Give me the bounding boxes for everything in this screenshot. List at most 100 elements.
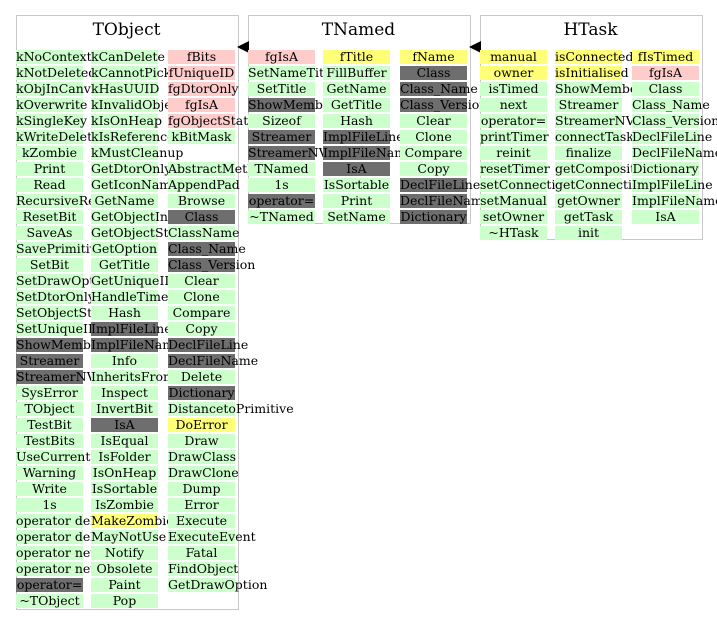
member-tnamed-1-9: Print xyxy=(323,194,390,208)
member-htask-2-4: Class_Version xyxy=(632,113,717,128)
member-tobject-0-29: operator delete xyxy=(16,513,115,528)
class-title-tnamed: TNamed xyxy=(321,20,396,40)
member-tnamed-1-0: fTitle xyxy=(323,50,390,64)
member-tobject-1-20: InheritsFrom xyxy=(91,369,175,384)
member-htask-1-10: getTask xyxy=(555,210,622,224)
member-tobject-1-11: GetObjectStat xyxy=(91,225,182,240)
inheritance-arrow-tnamed-to-tobject xyxy=(237,41,249,53)
member-tnamed-2-3: Class_Version xyxy=(400,97,488,112)
member-tobject-2-29: Execute xyxy=(168,514,235,528)
member-htask-1-11: init xyxy=(555,226,622,240)
member-tobject-0-0: kNoContextMenu xyxy=(16,49,128,64)
member-tobject-1-5: kIsReferenced xyxy=(91,129,183,144)
member-tobject-1-28: IsZombie xyxy=(91,498,158,512)
member-tobject-0-11: SaveAs xyxy=(16,226,83,240)
member-htask-2-2: Class xyxy=(632,82,699,96)
member-tobject-2-23: DoError xyxy=(168,418,235,432)
member-tobject-2-25: DrawClass xyxy=(168,449,236,464)
member-htask-2-6: DeclFileName xyxy=(632,145,717,160)
member-tobject-2-11: ClassName xyxy=(168,225,240,240)
member-tobject-0-8: Read xyxy=(16,178,83,192)
member-htask-1-6: finalize xyxy=(555,146,622,160)
member-tobject-1-3: kInvalidObject xyxy=(91,97,184,112)
member-htask-0-6: reinit xyxy=(480,146,547,160)
member-tobject-2-33: GetDrawOption xyxy=(168,577,268,592)
member-tobject-1-13: GetTitle xyxy=(91,258,158,272)
member-tnamed-2-8: DeclFileLine xyxy=(400,177,481,192)
member-htask-1-8: getConnections xyxy=(555,177,655,192)
class-title-tobject: TObject xyxy=(92,20,161,40)
member-tobject-1-29: MakeZombie xyxy=(91,513,174,528)
member-htask-0-10: setOwner xyxy=(480,210,547,224)
member-tobject-1-26: IsOnHeap xyxy=(91,465,158,480)
member-htask-1-1: isInitialised xyxy=(555,65,629,80)
member-htask-1-4: StreamerNVirtual xyxy=(555,113,669,128)
member-tnamed-0-8: 1s xyxy=(248,178,315,192)
member-htask-1-0: isConnected xyxy=(555,49,634,64)
tnamed-top-border xyxy=(248,15,470,16)
member-tnamed-1-1: FillBuffer xyxy=(323,66,390,80)
member-tnamed-1-6: ImplFileName xyxy=(323,145,414,160)
member-tnamed-2-1: Class xyxy=(400,66,467,80)
member-tobject-0-5: kWriteDelete xyxy=(16,129,100,144)
member-tnamed-1-2: GetName xyxy=(323,82,390,96)
member-tobject-1-8: GetIconName xyxy=(91,177,179,192)
member-htask-0-1: owner xyxy=(480,66,547,80)
member-htask-0-4: operator= xyxy=(480,113,547,128)
member-tnamed-1-10: SetName xyxy=(323,210,390,224)
member-tobject-0-7: Print xyxy=(16,162,83,176)
member-tobject-0-15: SetDtorOnly xyxy=(16,289,95,304)
member-tobject-1-17: ImplFileLine xyxy=(91,321,172,336)
member-tobject-2-21: Dictionary xyxy=(168,385,235,400)
member-htask-0-5: printTimer xyxy=(480,129,549,144)
member-tnamed-2-6: Compare xyxy=(400,146,467,160)
member-htask-0-2: isTimed xyxy=(480,82,547,96)
member-tnamed-1-4: Hash xyxy=(323,114,390,128)
htask-top-border xyxy=(480,15,702,16)
member-tobject-0-3: kOverwrite xyxy=(16,97,88,112)
member-tobject-1-33: Paint xyxy=(91,578,158,592)
member-htask-2-0: fIsTimed xyxy=(632,50,699,64)
member-tobject-2-27: Dump xyxy=(168,482,235,496)
member-tobject-1-14: GetUniqueID xyxy=(91,273,175,288)
member-htask-2-7: Dictionary xyxy=(632,161,699,176)
member-tobject-2-4: fgObjectStat xyxy=(168,113,249,128)
member-tnamed-2-5: Clone xyxy=(400,130,467,144)
member-tobject-2-28: Error xyxy=(168,498,235,512)
member-tobject-1-21: Inspect xyxy=(91,386,158,400)
member-tobject-2-24: Draw xyxy=(168,434,235,448)
member-tnamed-1-5: ImplFileLine xyxy=(323,129,404,144)
member-tnamed-2-2: Class_Name xyxy=(400,81,478,96)
member-tobject-0-27: Write xyxy=(16,482,83,496)
member-htask-2-10: IsA xyxy=(632,210,699,224)
member-tnamed-0-6: StreamerNVirtual xyxy=(248,145,362,160)
member-tnamed-0-2: SetTitle xyxy=(248,82,315,96)
member-htask-0-11: ~HTask xyxy=(480,226,547,240)
member-tobject-2-18: DeclFileLine xyxy=(168,337,249,352)
member-tobject-2-0: fBits xyxy=(168,50,235,64)
member-tnamed-2-0: fName xyxy=(400,50,467,64)
member-tobject-0-33: operator= xyxy=(16,577,83,592)
member-tobject-0-20: StreamerNVirtual xyxy=(16,369,130,384)
member-tobject-1-6: kMustCleanup xyxy=(91,145,184,160)
member-htask-1-7: getComposite xyxy=(555,161,643,176)
member-htask-0-8: setConnections xyxy=(480,177,578,192)
member-tnamed-0-7: TNamed xyxy=(248,162,315,176)
member-tobject-1-31: Notify xyxy=(91,546,158,560)
member-tobject-1-23: IsA xyxy=(91,418,158,432)
member-tobject-0-16: SetObjectStat xyxy=(16,305,105,320)
inheritance-arrow-htask-to-tnamed xyxy=(469,41,481,53)
member-tobject-2-13: Class_Version xyxy=(168,257,256,272)
member-htask-1-5: connectTask xyxy=(555,129,634,144)
member-tobject-0-12: SavePrimitive xyxy=(16,241,105,256)
member-tobject-2-5: kBitMask xyxy=(168,130,235,144)
member-tobject-2-3: fgIsA xyxy=(168,98,235,112)
member-tobject-0-6: kZombie xyxy=(16,146,83,160)
tobject-top-border xyxy=(16,15,238,16)
member-tobject-0-25: UseCurrentStyle xyxy=(16,449,123,464)
member-tobject-1-4: kIsOnHeap xyxy=(91,113,162,128)
member-tobject-1-10: GetObjectInfo xyxy=(91,209,181,224)
member-tobject-0-22: TObject xyxy=(16,402,83,416)
member-tobject-1-12: GetOption xyxy=(91,241,158,256)
member-tnamed-0-3: ShowMembers xyxy=(248,97,343,112)
